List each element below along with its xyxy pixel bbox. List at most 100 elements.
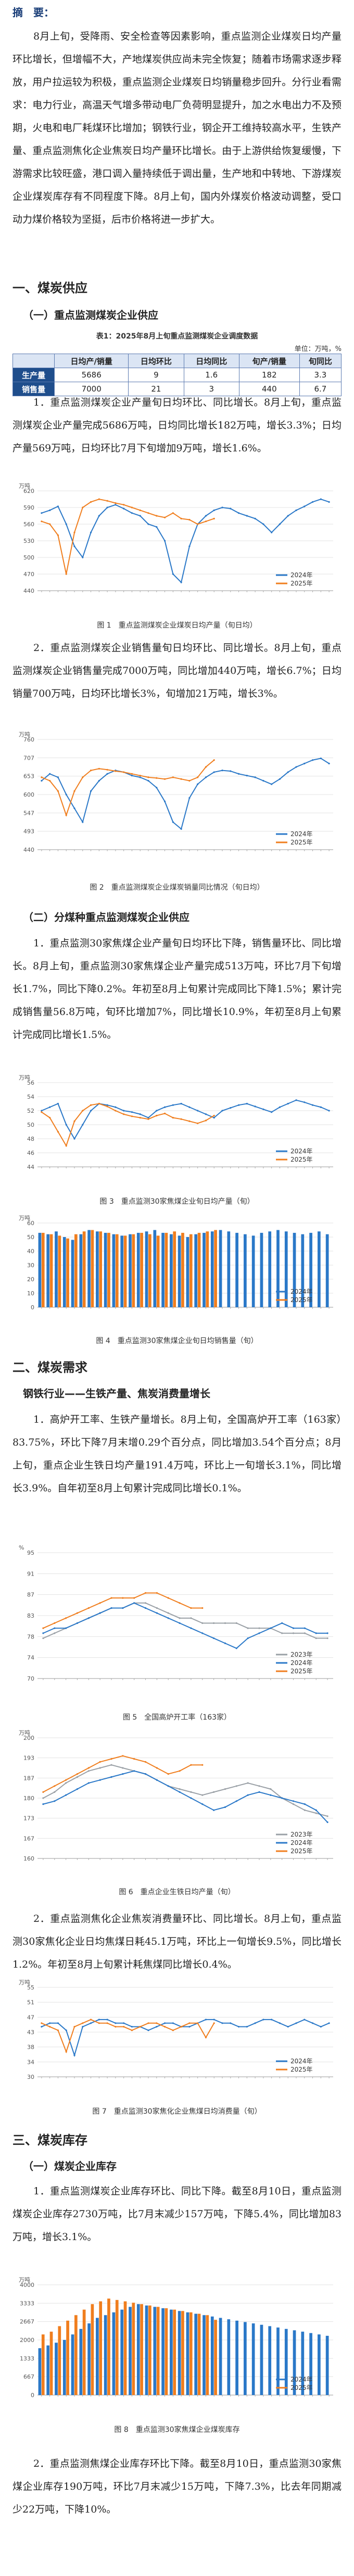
y-tick-label: 56 (27, 1079, 34, 1086)
data-point (213, 1114, 215, 1117)
data-point (122, 1767, 124, 1769)
bar (235, 1232, 238, 1307)
bar (107, 1232, 110, 1307)
abstract-text: 8月上旬，受降雨、安全检查等因素影响，重点监测企业煤炭日均产量环比增长，但增幅不… (12, 31, 342, 225)
paragraph-sales: 2．重点监测煤炭企业销售量旬日均环比、同比增长。8月上旬，重点监测煤炭企业销售量… (12, 642, 342, 699)
legend-label: 2025年 (290, 839, 313, 846)
section-title-supply: 一、煤炭供应 (12, 281, 87, 295)
legend-label: 2025年 (290, 1156, 313, 1163)
legend-label: 2025年 (290, 1296, 313, 1304)
bar (91, 2304, 94, 2395)
bar (161, 1232, 165, 1307)
bar (66, 1238, 69, 1307)
paragraph-coking-inventory: 2．重点监测焦煤企业库存环比下降。截至8月10日，重点监测30家焦煤企业库存19… (12, 2458, 342, 2515)
data-point (246, 2026, 248, 2028)
paragraph-coke-consumption: 2．重点监测焦化企业焦炭消费量环比、同比增长。8月上旬，重点监测30家焦化企业日… (12, 1913, 342, 1970)
data-point (167, 1597, 169, 1599)
series-line (41, 758, 330, 830)
bar (96, 2318, 99, 2395)
table-header-cell: 日均产/销量 (54, 354, 129, 368)
data-point (90, 2019, 92, 2021)
data-point (205, 521, 207, 523)
data-point (115, 502, 117, 504)
data-point (110, 1758, 112, 1760)
y-tick-label: 10 (27, 1290, 34, 1297)
data-point (131, 1115, 133, 1117)
table-unit: 单位：万吨，% (294, 345, 342, 353)
bar (284, 1231, 288, 1307)
bar (170, 2309, 173, 2395)
data-point (49, 2022, 51, 2024)
data-point (295, 2022, 297, 2024)
table-cell: 7000 (54, 382, 129, 396)
data-point (139, 1116, 141, 1119)
y-tick-label: 30 (27, 1262, 34, 1269)
data-point (54, 1791, 56, 1793)
y-tick-label: 3333 (20, 2300, 34, 2307)
data-point (76, 1776, 79, 1778)
y-tick-label: 167 (23, 1835, 34, 1842)
bar (268, 1231, 272, 1307)
bar (156, 1235, 160, 1307)
data-point (106, 2019, 108, 2021)
data-point (172, 2029, 174, 2032)
data-point (167, 1617, 169, 1619)
data-point (131, 2029, 133, 2032)
bar (120, 2309, 124, 2395)
data-point (76, 1788, 79, 1790)
table-header-cell (12, 354, 55, 368)
data-point (304, 505, 306, 508)
data-point (197, 783, 199, 785)
data-point (295, 509, 297, 511)
data-point (156, 1767, 158, 1769)
legend-label: 2025年 (290, 1848, 313, 1855)
bar (318, 1231, 321, 1307)
data-point (76, 1773, 79, 1775)
y-tick-label: 70 (27, 1675, 34, 1682)
data-point (42, 1627, 44, 1629)
bar (203, 1232, 206, 1307)
data-point (197, 523, 199, 525)
bar (206, 1231, 209, 1307)
data-point (73, 2026, 75, 2028)
data-point (188, 518, 191, 521)
fig5-caption: 图 5 全国高炉开工率（163家） (122, 1713, 232, 1722)
data-point (205, 515, 207, 517)
bar (318, 2334, 321, 2395)
data-point (270, 1788, 272, 1790)
bar (74, 1234, 78, 1307)
subsection-title-steel: 钢铁行业——生铁产量、焦炭消费量增长 (23, 1387, 210, 1400)
data-point (139, 509, 141, 511)
bar (123, 1235, 127, 1307)
bar (79, 1234, 83, 1307)
data-point (98, 2019, 100, 2021)
bar (156, 2307, 160, 2395)
table-cell: 6.7 (299, 382, 342, 396)
fig1-caption: 图 1 重点监测煤炭企业煤炭日均产量（旬日均） (97, 621, 257, 630)
data-point (54, 1622, 56, 1624)
data-point (57, 534, 59, 536)
data-point (224, 1642, 226, 1644)
data-point (156, 515, 158, 517)
data-point (190, 1764, 192, 1766)
y-tick-label: 95 (27, 1550, 34, 1556)
y-tick-label: 200 (23, 1735, 34, 1741)
data-point (144, 1602, 147, 1604)
data-point (41, 779, 43, 782)
bar (132, 1234, 135, 1307)
bar (136, 2304, 140, 2395)
data-point (271, 531, 273, 534)
y-tick-label: 760 (23, 736, 34, 743)
data-point (163, 2022, 166, 2024)
data-point (90, 1104, 92, 1106)
data-point (131, 2026, 133, 2028)
data-point (262, 1108, 264, 1110)
data-point (235, 1785, 237, 1787)
data-point (98, 779, 100, 782)
data-point (167, 1612, 169, 1614)
data-point (139, 1113, 141, 1115)
data-point (304, 1627, 306, 1629)
bar (260, 2324, 263, 2395)
data-point (122, 1755, 124, 1757)
